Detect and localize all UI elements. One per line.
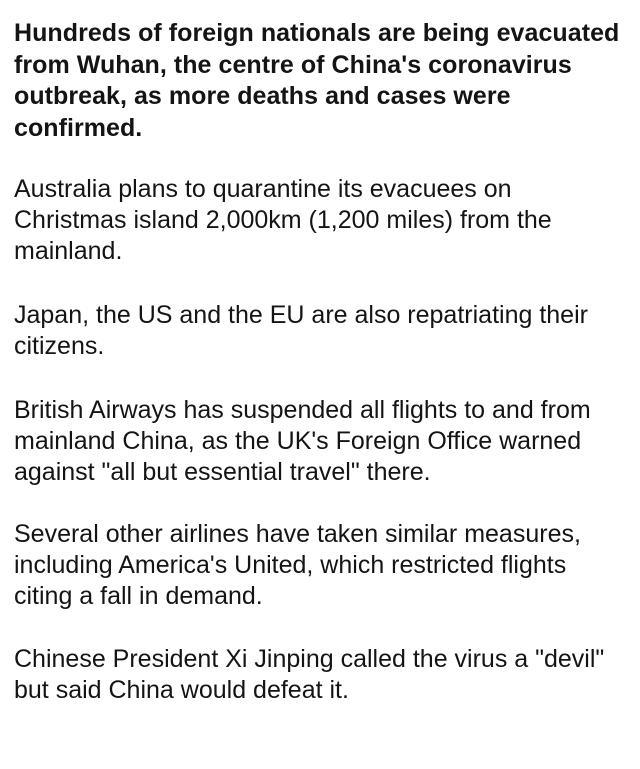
article-paragraph-british-airways: British Airways has suspended all flight… — [14, 396, 591, 486]
article-body: Hundreds of foreign nationals are being … — [14, 18, 626, 706]
article-paragraph-australia: Australia plans to quarantine its evacue… — [14, 175, 552, 265]
article-lede: Hundreds of foreign nationals are being … — [14, 19, 620, 142]
article-paragraph-airlines: Several other airlines have taken simila… — [14, 520, 581, 610]
article-paragraph-repatriation: Japan, the US and the EU are also repatr… — [14, 301, 588, 360]
article-paragraph-xi-jinping: Chinese President Xi Jinping called the … — [14, 645, 605, 704]
